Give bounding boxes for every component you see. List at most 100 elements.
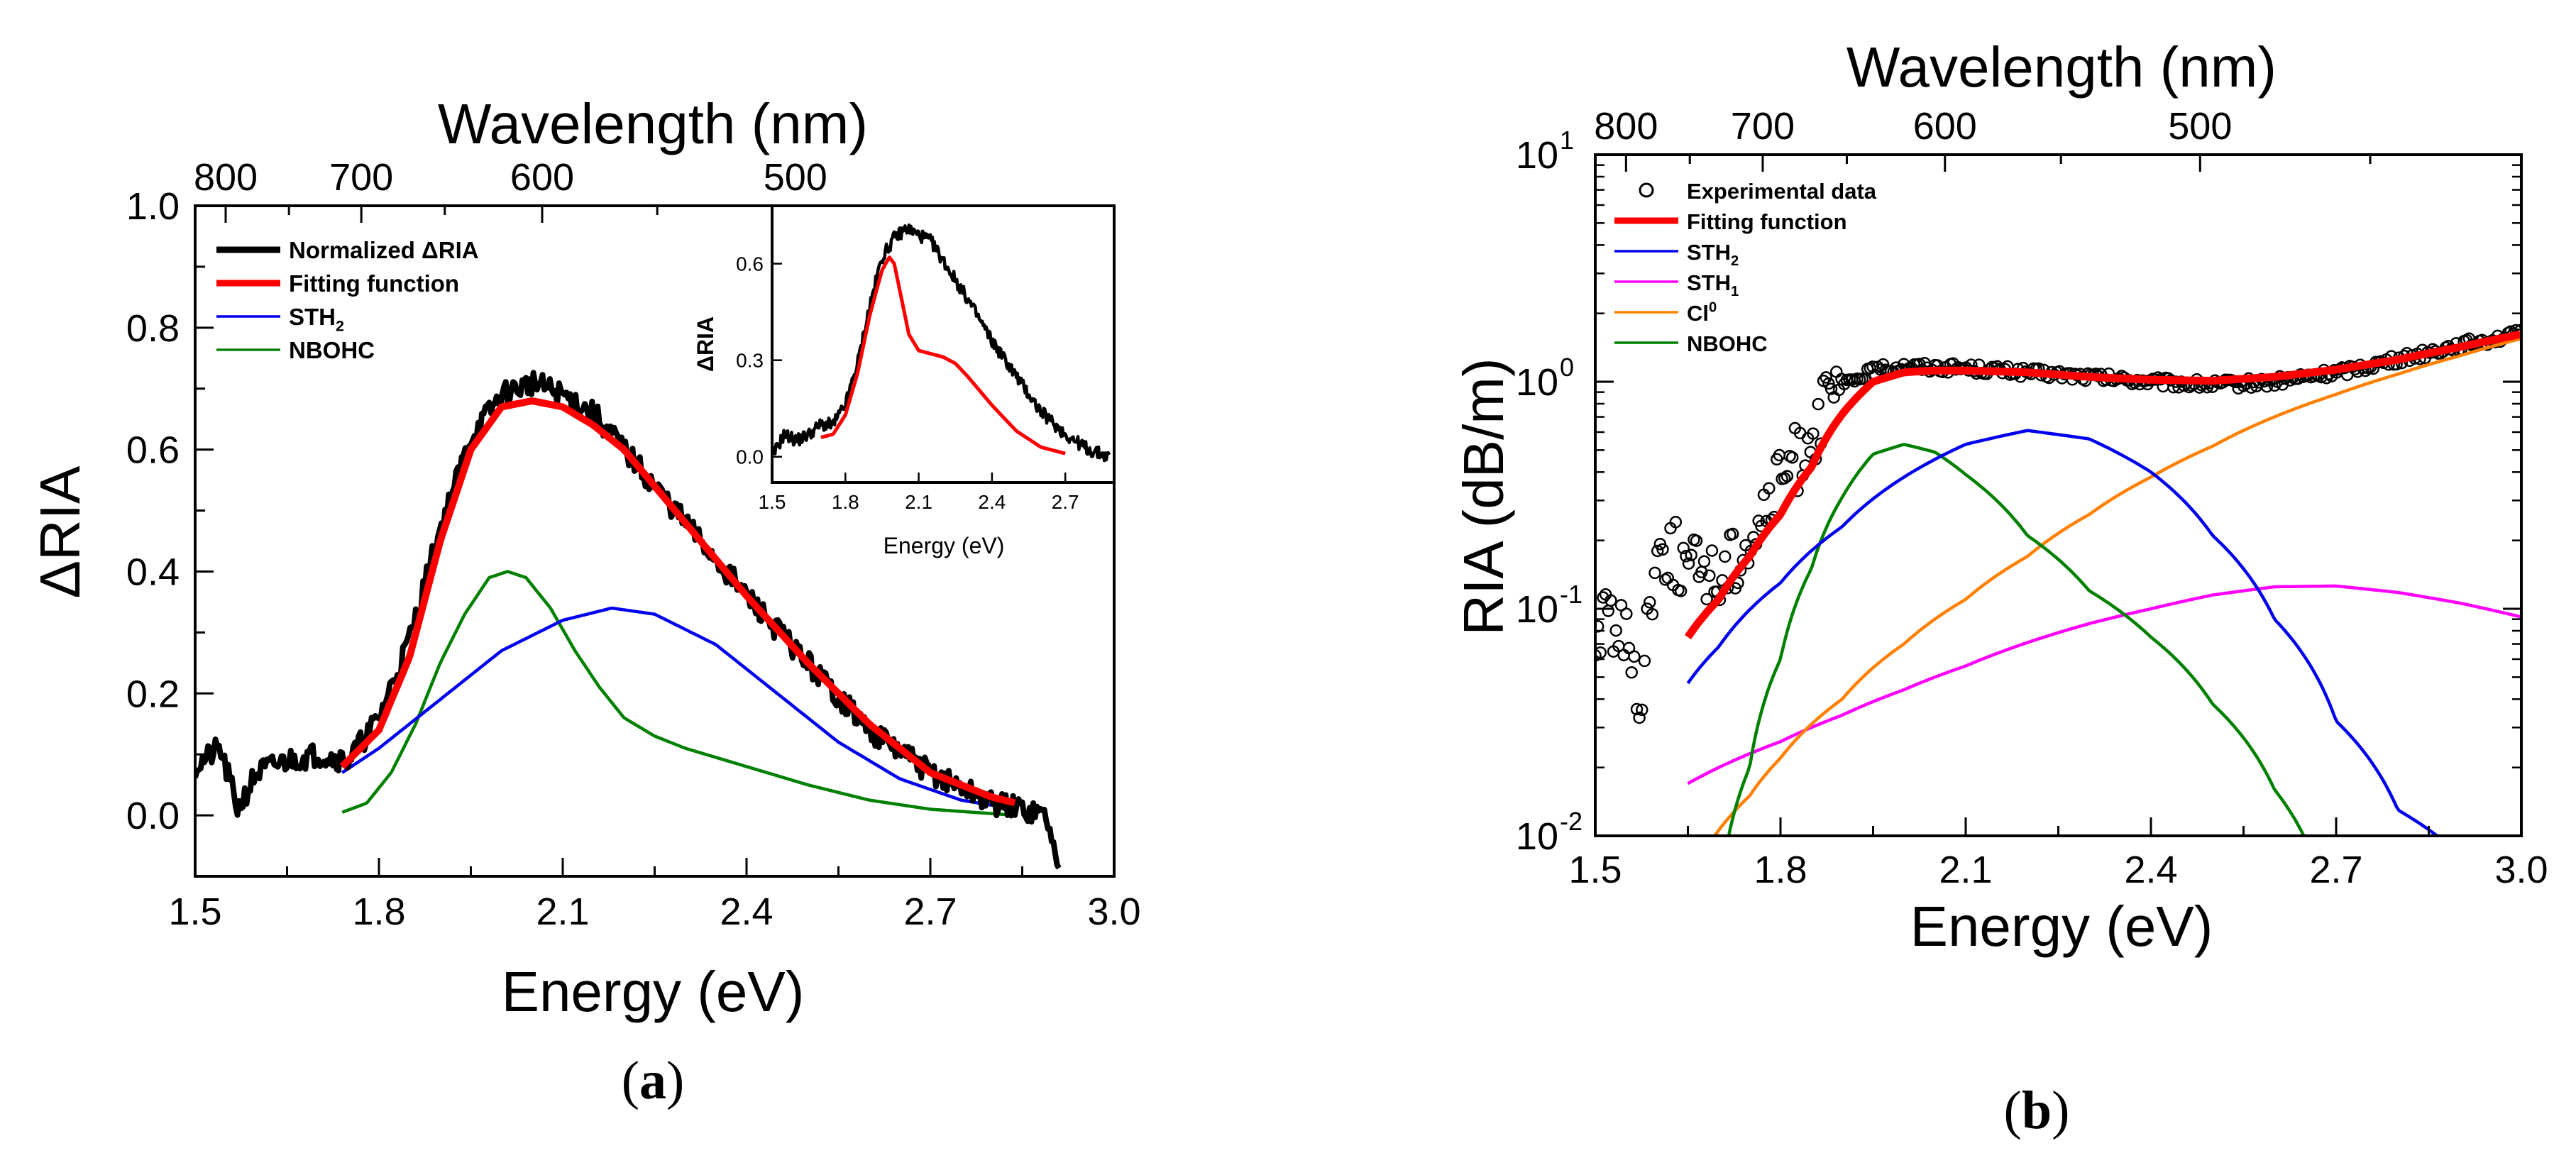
panel-b-data-point <box>1651 544 1664 558</box>
panel-b-data-point <box>1705 544 1719 557</box>
panel-b-top-tick-label: 800 <box>1594 105 1658 148</box>
panel-a-x-axis-title: Energy (eV) <box>502 960 805 1023</box>
panel-b-data-point <box>1636 703 1648 717</box>
panel-b-y-tick-exponent: -2 <box>1560 807 1583 836</box>
panel-b-series-cl0 <box>1712 337 2521 836</box>
panel-a-label: (a) <box>622 1051 685 1110</box>
panel-b-data-point <box>1625 666 1638 679</box>
panel-a-top-axis-title: Wavelength (nm) <box>438 92 868 155</box>
inset-series-data <box>772 223 1111 463</box>
panel-b-data-point <box>1718 550 1732 563</box>
panel-b-top-tick-label: 700 <box>1731 105 1795 148</box>
panel-a-x-tick-label: 2.4 <box>720 890 773 933</box>
inset-plot-frame <box>771 204 1116 484</box>
panel-b-data-point <box>1656 543 1669 556</box>
panel-b-data-point <box>1630 702 1644 716</box>
panel-b-data-point <box>1595 646 1607 659</box>
panel-a-legend-label-nbohc: NBOHC <box>289 337 375 363</box>
panel-b-data-point <box>1778 472 1791 485</box>
panel-a-legend-label-fit: Fitting function <box>289 270 459 297</box>
panel-a-inset-plot: 1.5 1.8 2.1 2.4 2.7 0.0 0.3 0.6 <box>736 204 1116 513</box>
panel-b-y-tick-label: 10 <box>1516 588 1558 631</box>
panel-b-legend-label-cl0: Cl0 <box>1687 300 1717 326</box>
panel-b-data-point <box>1597 591 1609 604</box>
panel-a-top-tick-label: 600 <box>510 156 574 199</box>
panel-a-y-tick-label: 0.2 <box>126 673 180 715</box>
panel-b-data-point <box>1824 382 1838 395</box>
panel-b-x-tick-label: 3.0 <box>2494 849 2548 891</box>
panel-b-x-tick-label: 2.1 <box>1939 849 1992 891</box>
panel-a-series-nbohc <box>341 570 1015 817</box>
panel-a-x-tick-label: 1.8 <box>352 890 405 933</box>
panel-b-legend-marker-data <box>1639 182 1654 198</box>
panel-b-x-axis-title: Energy (eV) <box>1910 895 2213 958</box>
panel-a-x-tick-label: 3.0 <box>1087 890 1140 933</box>
panel-b-data-point <box>1726 527 1739 541</box>
panel-b-data-point <box>1669 516 1683 529</box>
panel-b-series-group <box>1595 324 2521 836</box>
panel-a-x-tick-label: 2.7 <box>903 890 957 933</box>
panel-a-top-tick-label: 800 <box>194 156 258 199</box>
panel-b-data-point <box>1638 654 1651 668</box>
panel-b-data-point <box>1609 624 1622 637</box>
panel-a-y-tick-label: 0.4 <box>126 551 180 593</box>
panel-b-x-tick-label: 1.8 <box>1754 849 1807 891</box>
panel-a-top-tick-label: 500 <box>764 156 827 199</box>
panel-b-data-point <box>1602 605 1615 617</box>
panel-a-x-tick-label: 1.5 <box>168 890 221 933</box>
panel-b-data-point <box>1648 566 1661 580</box>
panel-a-plot: 1.5 1.8 2.1 2.4 2.7 3.0 0.0 0.2 0.4 0.6 0.8 1.0 800 7… <box>126 156 1141 933</box>
panel-b-y-tick-exponent: 0 <box>1560 353 1574 382</box>
panel-a-x-tick-label: 2.1 <box>536 890 589 933</box>
panel-b-y-tick-label: 10 <box>1516 361 1558 404</box>
panel-b-data-point <box>1605 594 1617 607</box>
inset-series-fit <box>820 255 1067 456</box>
panel-a-y-tick-label: 0.0 <box>126 795 180 837</box>
inset-x-axis-title: Energy (eV) <box>884 533 1005 558</box>
inset-y-axis-title: ΔRIA <box>693 316 718 372</box>
panel-b-y-tick-exponent: 1 <box>1560 126 1574 155</box>
panel-b-label: (b) <box>2004 1081 2070 1140</box>
panel-b-series-data <box>1595 324 2521 724</box>
panel-b-data-point <box>1680 550 1692 563</box>
panel-b-y-tick-label: 10 <box>1516 134 1558 177</box>
panel-b-legend-label-data: Experimental data <box>1687 179 1877 204</box>
panel-a-y-axis-title: ΔRIA <box>28 465 92 598</box>
panel-a-y-tick-label: 0.8 <box>126 307 180 350</box>
panel-b-data-point <box>1643 596 1656 609</box>
inset-x-tick-label: 1.8 <box>832 491 859 513</box>
panel-b-x-tick-label: 2.7 <box>2309 849 2362 891</box>
panel-b-series-nbohc <box>1727 443 2305 836</box>
panel-b-data-point <box>1646 607 1659 621</box>
panel-b-data-point <box>1830 365 1843 378</box>
inset-background <box>772 206 1114 482</box>
panel-b-data-point <box>1595 649 1602 662</box>
panel-b-x-tick-label: 2.4 <box>2124 849 2177 891</box>
inset-x-tick-label: 2.7 <box>1052 491 1079 513</box>
panel-b-data-point <box>1820 371 1832 384</box>
panel-b-data-point <box>1628 650 1641 663</box>
panel-b-data-point <box>1595 620 1605 633</box>
panel-b-x-tick-label: 1.5 <box>1568 849 1622 891</box>
panel-a-legend-label-data: Normalized ΔRIA <box>289 237 479 263</box>
panel-a-y-tick-label: 0.6 <box>126 429 180 472</box>
panel-b-y-tick-label: 10 <box>1516 815 1558 858</box>
panel-b-legend-label-nbohc: NBOHC <box>1687 331 1768 356</box>
panel-a-series-fit <box>339 397 1017 807</box>
inset-y-tick-label: 0.0 <box>736 446 764 468</box>
panel-a-top-tick-label: 700 <box>329 156 393 199</box>
panel-b-series-sth2 <box>1686 429 2440 836</box>
panel-b-top-axis-title: Wavelength (nm) <box>1846 35 2277 99</box>
panel-b-data-point <box>1812 397 1824 411</box>
panel-b-legend-label-sth1: STH1 <box>1687 270 1739 299</box>
panel-b-data-point <box>1633 711 1646 724</box>
inset-x-tick-label: 2.4 <box>978 491 1006 513</box>
inset-series-group <box>772 223 1111 463</box>
panel-b-data-point <box>1785 451 1799 464</box>
panel-b-y-tick-exponent: -1 <box>1560 580 1583 609</box>
panel-b-data-point <box>1620 607 1633 620</box>
panel-b-data-point <box>1674 585 1688 597</box>
